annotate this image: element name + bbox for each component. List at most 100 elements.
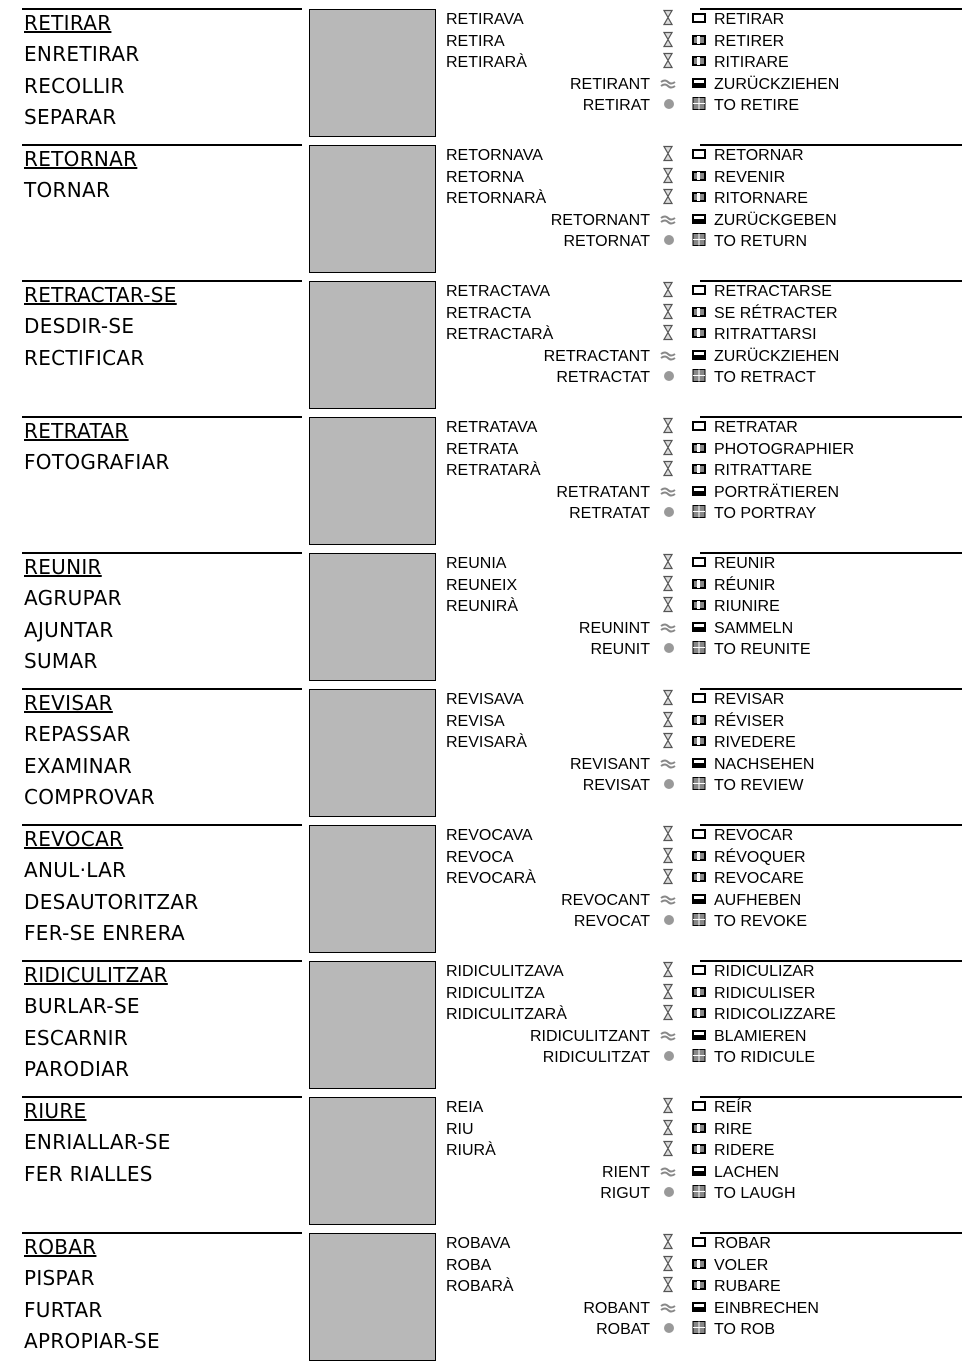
synonym: APROPIAR-SE (24, 1328, 160, 1353)
translation: RIRE (714, 1120, 753, 1138)
synonym: COMPROVAR (24, 784, 155, 809)
tense-icon (662, 553, 674, 575)
synonym: PISPAR (24, 1266, 95, 1291)
tense-icon (662, 460, 674, 482)
language-icon (692, 233, 706, 252)
language-icon (692, 598, 706, 616)
conjugation: RETRATARÀ (446, 462, 541, 479)
translation: RITRATTARSI (714, 326, 817, 343)
synonym: SEPARAR (24, 104, 117, 129)
language-icon (692, 777, 706, 796)
rule (700, 552, 962, 554)
tense-icon (662, 825, 674, 847)
tense-icon (662, 1255, 674, 1276)
translation: REUNIR (714, 555, 776, 572)
language-icon (692, 283, 706, 301)
tense-icon (663, 641, 675, 659)
rule (700, 280, 962, 282)
conjugation: RETRACTANT (543, 347, 650, 365)
translation: RÉVISER (714, 712, 785, 730)
language-icon (692, 54, 706, 72)
language-icon (692, 369, 706, 388)
tense-icon (662, 9, 674, 31)
rule (22, 552, 302, 554)
conjugation: RETRATA (446, 440, 519, 458)
translation: RETIRER (714, 32, 785, 50)
language-icon (692, 1121, 706, 1139)
language-icon (692, 620, 706, 638)
rule (700, 824, 962, 826)
illustration (309, 961, 436, 1089)
tense-icon (663, 913, 675, 931)
tense-icon (662, 324, 674, 346)
language-icon (692, 462, 706, 480)
rule (700, 1096, 962, 1098)
headword: RETRACTAR-SE (24, 283, 177, 307)
conjugation: RETIRAT (582, 97, 650, 114)
translation: TO LAUGH (714, 1185, 796, 1202)
translation: REÍR (714, 1099, 753, 1116)
language-icon (692, 505, 706, 524)
language-icon (692, 1049, 706, 1068)
translation: TO RETRACT (714, 369, 816, 386)
tense-icon (663, 1049, 675, 1067)
conjugation: REVISA (446, 712, 505, 730)
tense-icon (660, 756, 676, 774)
conjugation: REVOCAVA (446, 827, 533, 844)
tense-icon (662, 961, 674, 983)
tense-icon (662, 145, 674, 167)
conjugation: RIDICULITZARÀ (446, 1006, 567, 1023)
translation: RIDICOLIZZARE (714, 1006, 836, 1023)
conjugation: REVOCARÀ (446, 870, 536, 887)
synonym: FOTOGRAFIAR (24, 450, 170, 475)
translation: ZURÜCKGEBEN (714, 211, 837, 229)
tense-icon (662, 1004, 674, 1026)
conjugation: REUNINT (578, 619, 650, 637)
language-icon (692, 419, 706, 437)
tense-icon (660, 76, 676, 94)
conjugation: REUNEIX (446, 576, 518, 594)
synonym: ENRETIRAR (24, 42, 140, 67)
headword: RETORNAR (24, 147, 138, 171)
tense-icon (663, 1185, 675, 1203)
illustration (309, 1097, 436, 1225)
translation: TO PORTRAY (714, 505, 817, 522)
translation: REVENIR (714, 168, 786, 186)
translation: VOLER (714, 1256, 769, 1274)
conjugation: RETRACTAT (556, 369, 650, 386)
language-icon (692, 147, 706, 165)
tense-icon (663, 369, 675, 387)
translation: RÉUNIR (714, 576, 776, 594)
rule (22, 416, 302, 418)
conjugation: REVOCANT (561, 891, 650, 909)
synonym: EXAMINAR (24, 753, 133, 778)
language-icon (692, 963, 706, 981)
synonym: FER RIALLES (24, 1161, 153, 1186)
tense-icon (662, 575, 674, 596)
language-icon (692, 892, 706, 910)
language-icon (692, 691, 706, 709)
conjugation: RETORNA (446, 168, 524, 186)
synonym: DESAUTORITZAR (24, 889, 199, 914)
tense-icon (660, 1300, 676, 1318)
language-icon (692, 76, 706, 94)
language-icon (692, 33, 706, 51)
synonym: REPASSAR (24, 722, 131, 747)
conjugation: RETIRA (446, 32, 505, 50)
translation: PORTRÄTIEREN (714, 483, 840, 501)
translation: TO REVOKE (714, 913, 808, 930)
translation: RETRACTARSE (714, 283, 832, 300)
tense-icon (662, 1276, 674, 1298)
rule (22, 144, 302, 146)
tense-icon (662, 52, 674, 74)
synonym: ESCARNIR (24, 1025, 129, 1050)
translation: TO RETIRE (714, 97, 800, 114)
translation: ZURÜCKZIEHEN (714, 347, 840, 365)
language-icon (692, 1257, 706, 1275)
language-icon (692, 1185, 706, 1204)
tense-icon (662, 983, 674, 1004)
tense-icon (660, 620, 676, 638)
translation: SAMMELN (714, 619, 794, 637)
language-icon (692, 169, 706, 187)
translation: ROBAR (714, 1235, 771, 1252)
